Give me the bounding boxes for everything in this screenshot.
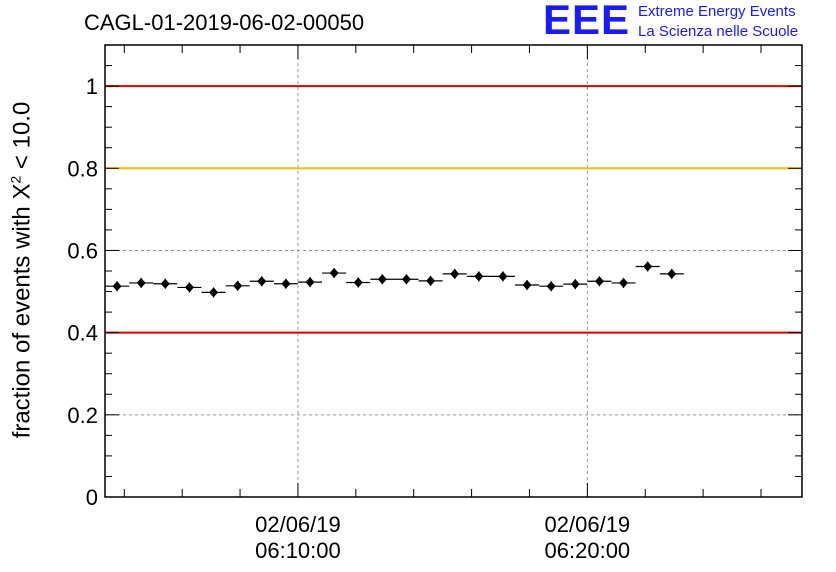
y-tick-label: 0.4 [67,321,98,346]
data-point-marker [401,274,411,285]
y-tick-label: 0 [86,485,98,510]
data-point-marker [160,278,170,289]
data-point-marker [257,276,267,287]
x-tick-label-time: 06:20:00 [545,538,631,563]
data-point-marker [522,279,532,290]
data-point-marker [329,268,339,279]
data-point-marker [426,275,436,286]
y-axis-label-prefix: fraction of events with X [8,183,36,439]
logo-subtitle-line1: Extreme Energy Events [638,3,796,20]
data-point-marker [498,271,508,282]
data-point-marker [112,281,122,292]
run-title: CAGL-01-2019-06-02-00050 [84,10,365,35]
y-tick-label: 0.2 [67,403,98,428]
x-tick-label-date: 02/06/19 [545,512,631,537]
y-axis-label-superscript: 2 [7,175,24,184]
y-axis-label-suffix: < 10.0 [8,101,36,176]
y-tick-label: 0.6 [67,238,98,263]
data-point-marker [281,278,291,289]
y-tick-label: 0.8 [67,156,98,181]
x-tick-label-date: 02/06/19 [255,512,341,537]
y-tick-label: 1 [86,74,98,99]
data-point-marker [594,276,604,287]
data-point-marker [353,277,363,288]
data-point-marker [305,277,315,288]
data-point-marker [546,281,556,292]
data-point-marker [377,274,387,285]
data-point-marker [474,271,484,282]
data-point-marker [184,282,194,293]
logo-mark: EEE [543,0,631,43]
data-point-marker [233,280,243,291]
data-point-marker [643,261,653,272]
data-point-marker [450,268,460,279]
logo-subtitle-line2: La Scienza nelle Scuole [638,23,799,40]
data-point-marker [136,277,146,288]
data-point-marker [619,277,629,288]
x-tick-label-time: 06:10:00 [255,538,341,563]
data-point-marker [667,268,677,279]
data-point-marker [570,279,580,290]
data-point-marker [209,287,219,298]
y-axis-label: fraction of events with X2 < 10.0 [8,102,37,439]
